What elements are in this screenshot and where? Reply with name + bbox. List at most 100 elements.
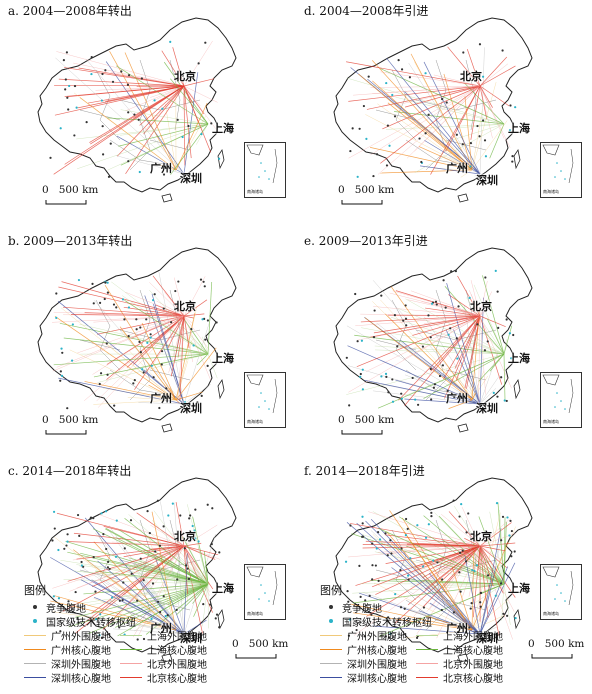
map-panel-e: e. 2009—2013年引进 北京 上海 广州 深圳 南海诸岛 0 500 km <box>296 230 588 458</box>
location-dot <box>132 382 135 385</box>
flow-line <box>453 329 481 405</box>
flow-line <box>401 564 505 585</box>
location-dot <box>59 127 62 130</box>
flow-line <box>372 60 473 171</box>
flow-line <box>461 506 481 547</box>
flow-line <box>93 399 177 405</box>
location-dot <box>170 321 173 324</box>
location-dot <box>356 340 359 343</box>
flow-line <box>382 85 481 130</box>
city-label-beijing: 北京 <box>460 70 482 83</box>
location-dot <box>185 564 188 567</box>
location-dot <box>371 542 374 545</box>
flow-line <box>58 78 185 87</box>
location-dot <box>364 599 367 602</box>
scale-bar <box>531 654 573 659</box>
flow-line <box>356 522 481 635</box>
flow-line <box>80 579 185 635</box>
flow-line <box>95 85 185 91</box>
flow-line <box>370 530 481 635</box>
province-border <box>119 99 201 111</box>
location-dot <box>138 340 141 343</box>
location-dot <box>404 517 408 521</box>
location-dot <box>374 564 377 567</box>
location-dot <box>406 574 410 577</box>
flow-line <box>170 123 209 175</box>
scale-bar <box>341 430 383 435</box>
flow-line <box>395 379 481 405</box>
flow-line <box>479 522 512 547</box>
location-dot <box>190 327 193 331</box>
flow-line <box>479 301 490 317</box>
flow-line <box>120 123 209 166</box>
location-dot <box>501 515 505 518</box>
flow-line <box>445 329 481 405</box>
location-dot <box>80 564 83 567</box>
location-dot <box>506 516 509 519</box>
location-dot <box>201 318 204 321</box>
location-dot <box>127 111 130 114</box>
location-dot <box>65 51 69 54</box>
legend-line-row: 上海外围腹地 <box>416 628 512 643</box>
inset-map <box>246 566 278 606</box>
legend-label: 北京核心腹地 <box>443 673 503 685</box>
location-dot <box>359 372 362 376</box>
hainan-island <box>161 193 173 203</box>
legend-dot <box>329 619 333 623</box>
flow-line <box>137 572 185 635</box>
flow-line <box>489 353 505 372</box>
flow-line <box>183 315 212 381</box>
location-dot <box>367 75 370 78</box>
location-dot <box>407 578 410 581</box>
legend-label: 上海外围腹地 <box>147 631 207 643</box>
location-dot <box>218 551 221 554</box>
flow-line <box>370 85 481 88</box>
city-label-beijing: 北京 <box>174 300 196 313</box>
location-dot <box>150 627 153 630</box>
location-dot <box>61 351 64 354</box>
location-dot <box>105 342 108 345</box>
scale-label: 0 500 km <box>42 414 99 426</box>
location-dot <box>356 175 359 178</box>
flow-line <box>479 375 500 405</box>
flow-line <box>398 308 505 355</box>
location-dot <box>499 582 503 585</box>
location-dot <box>75 106 78 109</box>
location-dot <box>424 72 427 75</box>
flow-line <box>377 103 473 171</box>
location-dot <box>501 49 504 52</box>
flow-line <box>479 280 488 317</box>
location-dot <box>142 637 146 641</box>
taiwan-island <box>513 378 521 400</box>
flow-line <box>62 306 185 317</box>
legend-line-row: 上海外围腹地 <box>120 628 216 643</box>
location-dot <box>452 611 456 614</box>
flow-line <box>116 85 185 157</box>
location-dot <box>408 76 411 79</box>
legend: 图例 竞争腹地 国家级技术转移枢纽 广州外围腹地 上海外围腹地 广州核心腹地 上海核心腹地深… <box>24 582 216 685</box>
location-dot <box>445 101 448 104</box>
location-dot <box>70 359 74 362</box>
location-dot <box>100 99 103 102</box>
flow-line <box>107 528 185 635</box>
location-dot <box>461 143 464 146</box>
location-dot <box>429 336 432 339</box>
legend-line-row: 广州核心腹地 <box>24 642 120 657</box>
flow-line <box>161 50 185 87</box>
flow-line <box>479 527 502 635</box>
flow-line <box>456 123 505 129</box>
location-dot <box>450 270 453 273</box>
flow-line <box>444 123 505 143</box>
location-dot <box>66 540 69 543</box>
location-dot <box>506 614 509 617</box>
location-dot <box>218 157 221 160</box>
flow-line <box>448 294 481 317</box>
flow-line <box>207 282 213 355</box>
map-panel-b: b. 2009—2013年转出 北京 上海 广州 深圳 南海诸岛 0 500 km <box>0 230 292 458</box>
flow-line <box>479 545 504 594</box>
location-dot <box>78 534 81 537</box>
flow-line <box>380 299 473 401</box>
location-dot <box>351 127 354 130</box>
flow-line <box>120 109 209 125</box>
location-dot <box>430 511 433 514</box>
